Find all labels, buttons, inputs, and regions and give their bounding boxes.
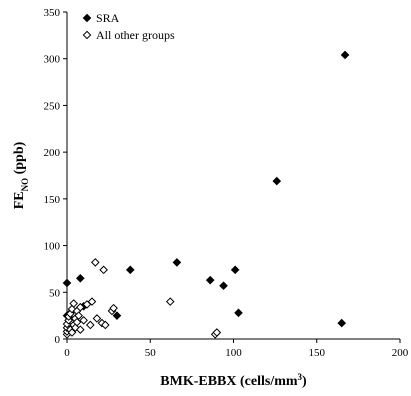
y-tick-label: 100 (44, 241, 61, 253)
axes (66, 12, 400, 340)
other-groups-data-point (74, 311, 83, 320)
other-groups-data-point (69, 299, 78, 308)
legend-marker-other-groups (82, 30, 92, 40)
x-ticks: 0 50 100 150 200 (64, 339, 409, 359)
y-axis-title-main: FE (12, 191, 27, 209)
sra-data-point (219, 281, 228, 291)
x-tick-label: 50 (145, 347, 157, 359)
sra-data-point (205, 275, 215, 285)
sra-data-point (337, 318, 347, 328)
sra-data-point (340, 50, 350, 60)
x-axis-title-close: ) (302, 374, 307, 389)
sra-data-point (172, 258, 182, 267)
y-axis-title-subscript: NO (20, 178, 30, 192)
sra-data-point (272, 176, 282, 186)
sra-data-point (76, 273, 85, 283)
other-groups-data-point (87, 297, 97, 306)
legend-marker-sra (82, 13, 92, 23)
sra-data-point (125, 265, 135, 275)
other-groups-data-point (165, 297, 175, 306)
y-tick-label: 350 (44, 7, 61, 19)
sra-data-point (234, 308, 243, 318)
x-tick-label: 0 (64, 347, 70, 359)
x-tick-label: 200 (392, 347, 409, 359)
other-groups-data-point (100, 320, 110, 330)
y-tick-label: 0 (55, 334, 61, 346)
other-groups-data-point (90, 258, 100, 267)
legend-label-sra: SRA (96, 11, 120, 25)
x-axis-title-main: BMK-EBBX (cells/mm (160, 374, 298, 389)
y-axis-title-unit: (ppb) (12, 141, 27, 178)
x-tick-label: 100 (225, 347, 242, 359)
sra-data-point (230, 265, 240, 275)
y-tick-label: 250 (44, 100, 61, 112)
other-groups-data-point (212, 328, 222, 337)
sra-data-point (62, 278, 72, 288)
y-tick-label: 200 (44, 147, 61, 159)
sra-data-point (112, 311, 122, 320)
y-tick-label: 300 (44, 54, 61, 66)
legend-label-other-groups: All other groups (96, 28, 175, 42)
x-tick-label: 150 (309, 347, 326, 359)
data-points (62, 50, 350, 339)
other-groups-data-point (109, 303, 118, 313)
y-axis-title: FENO (ppb) (12, 141, 30, 209)
x-axis-title-superscript: 3 (298, 372, 303, 382)
other-groups-data-point (76, 325, 85, 334)
x-axis-title: BMK-EBBX (cells/mm3) (160, 372, 307, 389)
y-tick-label: 150 (44, 194, 61, 206)
other-groups-data-point (67, 328, 77, 337)
other-groups-data-point (99, 265, 108, 275)
other-groups-data-point (79, 316, 88, 325)
other-groups-data-point (92, 314, 102, 323)
other-groups-data-point (86, 320, 95, 330)
other-groups-data-point (72, 317, 82, 327)
y-ticks: 0 50 100 150 200 250 300 350 (44, 7, 67, 346)
y-tick-label: 50 (49, 287, 61, 299)
other-groups-data-point (76, 302, 85, 312)
legend: SRA All other groups (82, 11, 175, 42)
